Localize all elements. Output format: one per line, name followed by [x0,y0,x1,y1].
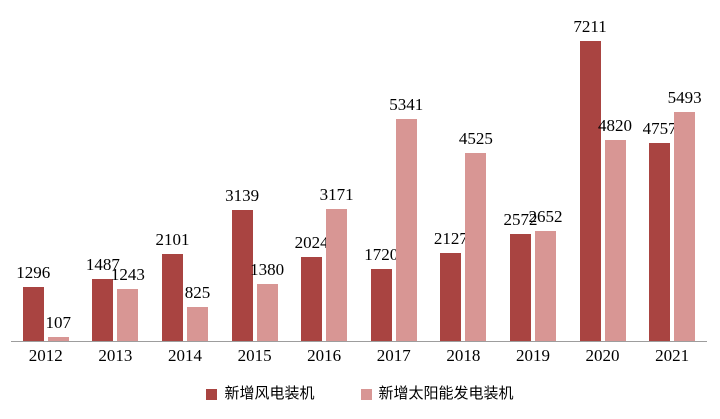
bar-group: 7211 4820 [568,0,638,341]
bar-solar: 5341 [389,96,423,341]
legend-label-solar: 新增太阳能发电装机 [378,386,514,402]
x-axis-label: 2013 [98,346,133,365]
value-label: 4525 [458,129,493,149]
bar-wind: 7211 [573,18,607,341]
x-axis: 2012 2013 2014 2015 2016 2017 2018 2019 2020 2021 [11,347,707,365]
value-label: 3171 [319,185,354,205]
bar-group: 1296 107 [11,0,81,341]
bar-solar: 825 [185,284,210,341]
bar-group: 2024 3171 [289,0,359,341]
bar-group: 2127 4525 [429,0,499,341]
bar-solar: 2652 [528,208,562,341]
legend-swatch-wind-icon [206,389,218,401]
plot-area: 1296 107 1487 1243 2101 825 3139 1380 2024 3171 17… [11,0,707,342]
value-label: 1296 [16,263,51,283]
x-axis-label: 2012 [28,346,63,365]
bar-solar: 5493 [668,89,702,341]
bar-wind: 3139 [225,187,259,341]
bar-solar: 4525 [459,130,493,341]
bar-wind: 2024 [295,234,329,341]
value-label: 7211 [573,17,607,37]
x-axis-label: 2017 [376,346,411,365]
bar-group: 1487 1243 [81,0,151,341]
value-label: 2127 [433,229,468,249]
legend-swatch-solar-icon [360,389,372,401]
value-label: 107 [45,313,72,333]
value-label: 2572 [503,210,538,230]
bar-wind: 1296 [16,264,50,341]
value-label: 2024 [294,233,329,253]
bar-group: 1720 5341 [359,0,429,341]
bar-solar: 1243 [111,266,145,341]
value-label: 2101 [155,230,190,250]
x-axis-label: 2015 [237,346,272,365]
x-axis-label: 2016 [307,346,342,365]
bar-solar: 1380 [250,261,284,341]
bar-wind: 2101 [155,231,189,341]
bar-wind: 1720 [364,246,398,341]
value-label: 825 [184,283,211,303]
x-axis-label: 2018 [446,346,481,365]
x-axis-label: 2014 [167,346,202,365]
legend-label-wind: 新增风电装机 [224,386,315,402]
bar-group: 3139 1380 [220,0,290,341]
bar-wind: 2127 [434,230,468,341]
value-label: 1243 [110,265,145,285]
value-label: 4757 [642,119,677,139]
legend-item-solar: 新增太阳能发电装机 [360,386,514,403]
bar-wind: 4757 [643,120,677,341]
value-label: 5493 [667,88,702,108]
bar-solar: 3171 [320,186,354,341]
bar-group: 2572 2652 [498,0,568,341]
bar-solar: 4820 [598,117,632,341]
x-axis-label: 2021 [655,346,690,365]
bar-group: 4757 5493 [637,0,707,341]
bar-wind: 2572 [503,211,537,341]
value-label: 1720 [364,245,399,265]
bar-solar: 107 [46,314,71,341]
bar-group: 2101 825 [150,0,220,341]
legend-item-wind: 新增风电装机 [206,386,315,403]
x-axis-label: 2019 [515,346,550,365]
bar-wind: 1487 [86,256,120,341]
value-label: 1487 [85,255,120,275]
value-label: 2652 [528,207,563,227]
x-axis-label: 2020 [585,346,620,365]
value-label: 3139 [225,186,260,206]
value-label: 5341 [389,95,424,115]
legend: 新增风电装机 新增太阳能发电装机 [0,386,720,403]
value-label: 4820 [598,116,633,136]
value-label: 1380 [250,260,285,280]
